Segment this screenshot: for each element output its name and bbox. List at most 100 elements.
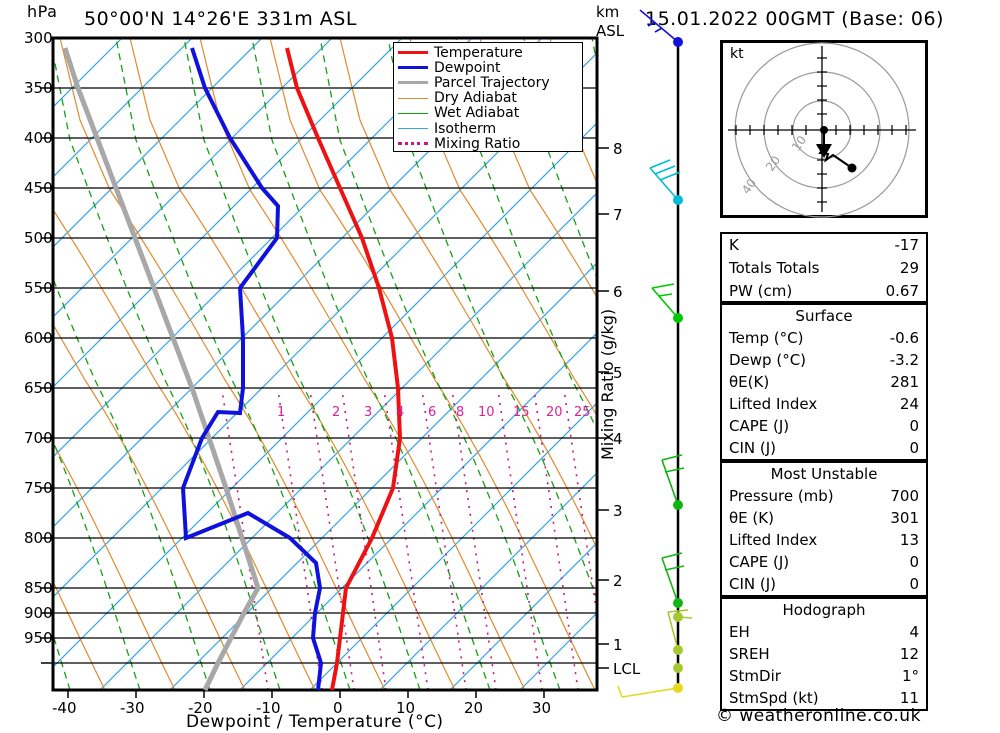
dewpoint-line-swatch [398,66,428,70]
hodograph-unit-label: kt [730,46,744,62]
table-row: θE(K) 281 [722,371,926,393]
legend-item-wet-adiabat: Wet Adiabat [394,106,582,121]
index-label: CIN (J) [729,574,777,593]
isotherm-line-swatch [398,128,428,130]
index-value: 0 [909,438,919,457]
index-value: 29 [899,259,919,277]
legend-item-isotherm: Isotherm [394,121,582,136]
svg-text:20: 20 [546,405,563,420]
station-title: 50°00'N 14°26'E 331m ASL [84,8,357,30]
index-value: 24 [899,394,919,413]
index-value: 0.67 [885,282,919,300]
copyright-label: © weatheronline.co.uk [716,706,921,726]
index-value: -0.6 [889,328,919,347]
table-row: Lifted Index 13 [722,529,926,551]
index-label: K [729,236,739,254]
hodograph-panel: 10 20 40 [720,40,928,218]
table-row: StmSpd (kt) 11 [722,687,926,709]
index-value: 12 [899,644,919,663]
table-row: CIN (J) 0 [722,437,926,459]
parcel-line-swatch [398,81,428,85]
index-value: 13 [899,530,919,549]
legend-item-dewpoint: Dewpoint [394,60,582,75]
legend-item-mixing-ratio: Mixing Ratio [394,136,582,151]
table-row: Totals Totals 29 [722,257,926,280]
index-label: Dewp (°C) [729,350,807,369]
index-value: 11 [899,688,919,707]
surface-table: Surface Temp (°C) -0.6 Dewp (°C) -3.2 θE… [720,303,928,461]
index-value: 700 [890,486,919,505]
mixing-ratio-line-swatch [398,142,428,146]
height-unit-label-km: km [596,3,620,21]
temperature-line-swatch [398,51,428,55]
index-value: 301 [890,508,919,527]
index-label: θE(K) [729,372,770,391]
index-label: CAPE (J) [729,416,790,435]
index-value: 0 [909,574,919,593]
legend-item-parcel-trajectory: Parcel Trajectory [394,75,582,90]
index-value: 0 [909,552,919,571]
table-row: CAPE (J) 0 [722,415,926,437]
dry-adiabat-line-swatch [398,97,428,99]
svg-text:3: 3 [364,405,372,420]
most-unstable-title: Most Unstable [770,465,878,483]
index-value: -17 [894,236,920,254]
x-axis-title: Dewpoint / Temperature (°C) [186,712,444,732]
height-unit-label-asl: ASL [596,22,625,40]
index-label: Lifted Index [729,530,818,549]
index-label: Temp (°C) [729,328,804,347]
svg-text:2: 2 [332,405,340,420]
table-row: CAPE (J) 0 [722,551,926,573]
general-indices-table: K -17 Totals Totals 29 PW (cm) 0.67 [720,232,928,303]
svg-text:1: 1 [277,405,285,420]
hodograph-stats-title: Hodograph [782,601,866,619]
index-label: StmSpd (kt) [729,688,819,707]
wind-barbs [617,9,693,698]
index-value: -3.2 [889,350,919,369]
index-label: StmDir [729,666,781,685]
table-row: CIN (J) 0 [722,573,926,595]
index-label: CAPE (J) [729,552,790,571]
mixing-ratio-axis-title: Mixing Ratio (g/kg) [598,308,617,460]
index-label: θE (K) [729,508,774,527]
index-value: 4 [909,622,919,641]
legend-item-dry-adiabat: Dry Adiabat [394,91,582,106]
index-label: EH [729,622,750,641]
table-row: Lifted Index 24 [722,393,926,415]
mixing-ratio-labels: 1 2 3 4 6 8 10 15 20 25 [277,405,591,420]
legend: Temperature Dewpoint Parcel Trajectory D… [393,42,583,152]
table-row: Pressure (mb) 700 [722,485,926,507]
index-label: PW (cm) [729,282,793,300]
svg-text:25: 25 [574,405,591,420]
dewpoint-curve [180,47,324,691]
svg-text:10: 10 [478,405,495,420]
table-row: PW (cm) 0.67 [722,280,926,303]
skewt-diagram: 1 2 3 4 6 8 10 15 20 25 [41,9,693,698]
table-row: Temp (°C) -0.6 [722,327,926,349]
index-label: Lifted Index [729,394,818,413]
svg-text:8: 8 [456,405,464,420]
table-row: StmDir 1° [722,665,926,687]
most-unstable-table: Most Unstable Pressure (mb) 700 θE (K) 3… [720,461,928,597]
table-row: EH 4 [722,621,926,643]
index-value: 1° [901,666,919,685]
index-value: 281 [890,372,919,391]
parcel-trajectory-curve [62,47,261,692]
index-label: Pressure (mb) [729,486,834,505]
index-label: CIN (J) [729,438,777,457]
temperature-curve [285,47,403,691]
index-label: Totals Totals [729,259,820,277]
wet-adiabat-line-swatch [398,112,428,114]
table-row: Dewp (°C) -3.2 [722,349,926,371]
svg-text:4: 4 [396,405,404,420]
surface-title: Surface [795,307,853,325]
legend-item-temperature: Temperature [394,45,582,60]
hodograph-stats-table: Hodograph EH 4 SREH 12 StmDir 1° StmSpd … [720,597,928,711]
index-value: 0 [909,416,919,435]
index-label: SREH [729,644,770,663]
lcl-label: LCL [613,660,641,678]
table-row: K -17 [722,234,926,257]
pressure-unit-label: hPa [27,2,58,21]
table-row: θE (K) 301 [722,507,926,529]
table-row: SREH 12 [722,643,926,665]
